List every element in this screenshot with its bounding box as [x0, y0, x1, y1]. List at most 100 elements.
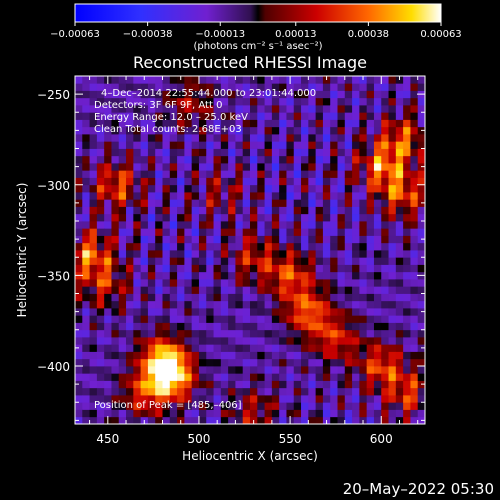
heatmap-cell	[293, 221, 302, 229]
heatmap-cell	[257, 373, 265, 381]
heatmap-cell	[191, 293, 200, 302]
heatmap-cell	[337, 97, 346, 106]
heatmap-cell	[301, 83, 309, 91]
heatmap-cell	[126, 177, 134, 186]
heatmap-cell	[250, 257, 258, 265]
heatmap-cell	[111, 351, 120, 360]
heatmap-cell	[417, 97, 425, 106]
heatmap-cell	[118, 199, 127, 207]
heatmap-cell	[315, 192, 324, 200]
heatmap-cell	[286, 105, 295, 113]
heatmap-cell	[104, 395, 112, 403]
heatmap-cell	[228, 83, 236, 91]
heatmap-cell	[155, 257, 163, 265]
heatmap-cell	[191, 221, 200, 229]
heatmap-cell	[388, 119, 397, 128]
heatmap-cell	[162, 97, 171, 106]
heatmap-cell	[96, 257, 105, 265]
heatmap-cell	[242, 380, 251, 389]
heatmap-cell	[352, 329, 360, 338]
heatmap-cell	[82, 329, 90, 338]
heatmap-cell	[366, 97, 375, 106]
heatmap-cell	[198, 366, 207, 374]
heatmap-cell	[147, 90, 156, 99]
heatmap-cell	[198, 170, 207, 178]
heatmap-cell	[337, 221, 346, 229]
heatmap-cell	[75, 148, 83, 157]
heatmap-cell	[177, 213, 185, 222]
heatmap-cell	[381, 351, 389, 360]
heatmap-cell	[286, 184, 295, 193]
heatmap-cell	[366, 155, 375, 164]
heatmap-cell	[381, 199, 389, 207]
heatmap-cell	[308, 163, 317, 171]
heatmap-cell	[235, 119, 244, 128]
heatmap-cell	[271, 155, 280, 164]
heatmap-cell	[89, 235, 98, 244]
heatmap-cell	[301, 76, 309, 84]
heatmap-cell	[366, 300, 375, 309]
heatmap-cell	[104, 380, 112, 389]
heatmap-cell	[403, 264, 411, 273]
heatmap-cell	[206, 148, 214, 157]
heatmap-cell	[366, 213, 375, 222]
heatmap-cell	[118, 358, 127, 367]
heatmap-cell	[155, 76, 163, 84]
heatmap-cell	[126, 141, 134, 149]
heatmap-cell	[403, 308, 411, 316]
heatmap-cell	[250, 271, 258, 280]
heatmap-cell	[330, 141, 338, 149]
heatmap-cell	[140, 387, 149, 396]
heatmap-cell	[293, 97, 302, 106]
heatmap-cell	[395, 315, 404, 323]
heatmap-cell	[315, 170, 324, 178]
heatmap-cell	[279, 286, 287, 294]
heatmap-cell	[75, 228, 83, 236]
heatmap-cell	[293, 105, 302, 113]
heatmap-cell	[352, 206, 360, 215]
heatmap-cell	[242, 344, 251, 352]
heatmap-cell	[352, 90, 360, 99]
heatmap-cell	[410, 315, 419, 323]
heatmap-cell	[242, 126, 251, 135]
heatmap-cell	[89, 170, 98, 178]
heatmap-cell	[198, 90, 207, 99]
heatmap-cell	[264, 366, 273, 374]
heatmap-cell	[337, 170, 346, 178]
heatmap-cell	[111, 83, 120, 91]
heatmap-cell	[373, 293, 382, 302]
heatmap-cell	[133, 126, 142, 135]
heatmap-cell	[352, 134, 360, 142]
heatmap-cell	[257, 308, 265, 316]
heatmap-cell	[359, 155, 368, 164]
heatmap-cell	[191, 170, 200, 178]
heatmap-cell	[235, 322, 244, 331]
heatmap-cell	[177, 409, 185, 418]
heatmap-cell	[133, 286, 142, 294]
heatmap-cell	[111, 134, 120, 142]
heatmap-cell	[191, 322, 200, 331]
heatmap-cell	[337, 155, 346, 164]
heatmap-cell	[140, 177, 149, 186]
heatmap-cell	[118, 119, 127, 128]
heatmap-cell	[308, 105, 317, 113]
heatmap-cell	[410, 329, 419, 338]
heatmap-cell	[155, 206, 163, 215]
heatmap-cell	[322, 250, 331, 258]
heatmap-cell	[111, 366, 120, 374]
heatmap-cell	[257, 119, 265, 128]
heatmap-cell	[395, 119, 404, 128]
heatmap-cell	[381, 409, 389, 418]
heatmap-cell	[147, 395, 156, 403]
heatmap-cell	[359, 351, 368, 360]
heatmap-cell	[264, 163, 273, 171]
heatmap-cell	[89, 366, 98, 374]
heatmap-cell	[75, 112, 83, 120]
heatmap-cell	[177, 242, 185, 251]
heatmap-cell	[96, 279, 105, 287]
heatmap-cell	[373, 416, 382, 424]
heatmap-cell	[308, 213, 317, 222]
heatmap-cell	[388, 163, 397, 171]
heatmap-cell	[250, 351, 258, 360]
heatmap-cell	[198, 264, 207, 273]
